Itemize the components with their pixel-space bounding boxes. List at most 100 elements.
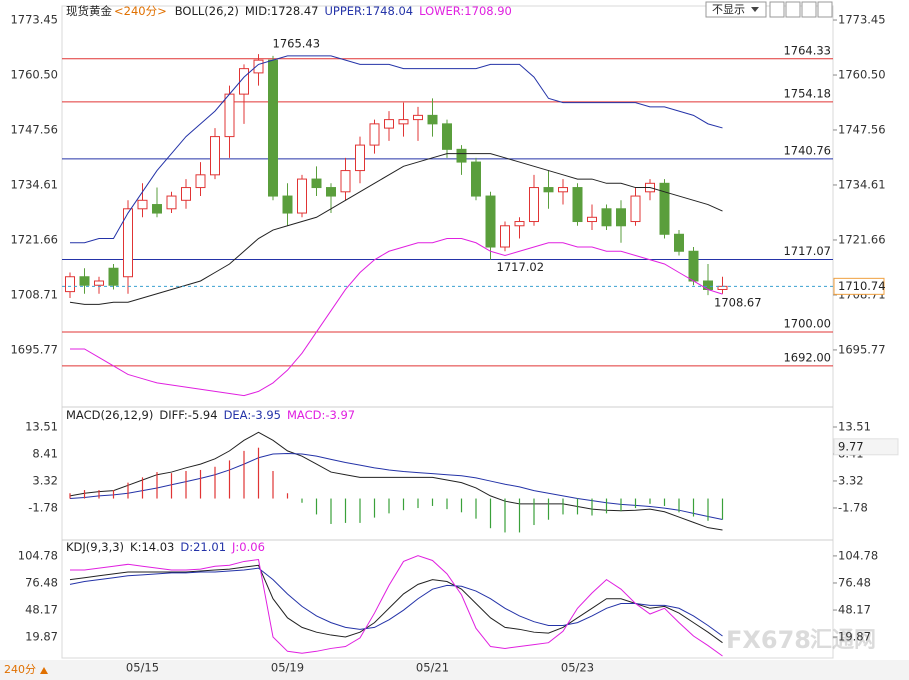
y-tick-label: -1.78 bbox=[28, 500, 58, 514]
value-marker-label: 9.77 bbox=[838, 439, 864, 453]
indicator-line bbox=[69, 153, 723, 305]
candle-body bbox=[543, 187, 554, 193]
hide-button[interactable] bbox=[705, 1, 767, 18]
candle-body bbox=[427, 114, 438, 125]
candle-body bbox=[210, 136, 220, 176]
indicator-header: MACD(26,12,9) DIFF:-5.94 DEA:-3.95 MACD:-3.… bbox=[66, 408, 355, 422]
candle-body bbox=[355, 144, 365, 172]
candle-body bbox=[123, 208, 133, 278]
y-tick-label: 104.78 bbox=[18, 548, 58, 562]
candle-body bbox=[326, 187, 336, 197]
y-tick-label: 1721.66 bbox=[838, 232, 886, 246]
legend-entry: J:0.06 bbox=[231, 540, 265, 554]
y-tick-label: 1760.50 bbox=[838, 68, 886, 82]
y-tick-label: 1760.50 bbox=[10, 68, 58, 82]
indicator-title: KDJ(9,3,3) bbox=[66, 540, 124, 554]
y-tick-label: 1721.66 bbox=[10, 232, 58, 246]
icon-button[interactable] bbox=[769, 1, 785, 18]
candle-body bbox=[688, 250, 699, 282]
indicator-line bbox=[70, 55, 723, 244]
y-tick-label: 19.87 bbox=[25, 630, 58, 644]
y-tick-label: 1695.77 bbox=[10, 342, 58, 356]
level-label: 1764.33 bbox=[783, 43, 831, 57]
legend-entry: D:21.01 bbox=[180, 540, 226, 554]
candle-body bbox=[181, 187, 191, 201]
dropdown-icon[interactable] bbox=[751, 7, 759, 12]
y-tick-label: 3.32 bbox=[32, 473, 58, 487]
indicator-line bbox=[69, 564, 723, 644]
level-label: 1692.00 bbox=[783, 350, 831, 364]
y-tick-label: 76.48 bbox=[838, 575, 871, 589]
candle-body bbox=[587, 216, 597, 223]
candle-body bbox=[195, 174, 206, 189]
candle-body bbox=[659, 182, 670, 235]
indicator-line bbox=[69, 431, 723, 531]
icon-button[interactable] bbox=[801, 1, 817, 18]
hide-label[interactable]: 不显示 bbox=[712, 3, 745, 16]
candle-body bbox=[674, 233, 684, 252]
y-tick-label: 1773.45 bbox=[10, 13, 58, 27]
candle-body bbox=[442, 123, 452, 150]
legend-entry: DIFF:-5.94 bbox=[159, 408, 217, 422]
level-label: 1740.76 bbox=[783, 143, 831, 157]
candle-body bbox=[65, 276, 75, 293]
candle-body bbox=[529, 187, 539, 223]
y-tick-label: 1734.61 bbox=[10, 177, 58, 191]
y-tick-label: 104.78 bbox=[838, 548, 878, 562]
y-tick-label: 1747.56 bbox=[838, 122, 886, 136]
annotation: 1717.02 bbox=[497, 260, 545, 274]
indicator-title: MACD(26,12,9) bbox=[66, 408, 153, 422]
legend-entry: DEA:-3.95 bbox=[224, 408, 281, 422]
candle-body bbox=[616, 208, 626, 227]
y-tick-label: 1695.77 bbox=[838, 342, 886, 356]
icon-button[interactable] bbox=[785, 1, 801, 18]
candle-body bbox=[369, 123, 380, 146]
legend-entry: K:14.03 bbox=[130, 540, 174, 554]
candle-body bbox=[485, 195, 496, 248]
annotation: 1708.67 bbox=[714, 296, 762, 310]
candle-body bbox=[152, 204, 162, 214]
candle-body bbox=[239, 68, 249, 95]
period-selector[interactable]: 240分 bbox=[4, 663, 36, 676]
indicator-header: 现货黄金 <240分> BOLL(26,2) MID:1728.47 UPPER:174… bbox=[66, 4, 512, 18]
candle-body bbox=[137, 199, 148, 210]
candle-body bbox=[253, 59, 264, 74]
y-tick-label: 13.51 bbox=[838, 419, 871, 433]
icon-button[interactable] bbox=[817, 1, 833, 18]
indicator-line bbox=[69, 567, 723, 637]
candle-body bbox=[456, 148, 467, 163]
y-tick-label: 13.51 bbox=[25, 419, 58, 433]
candle-body bbox=[108, 267, 119, 286]
candle-body bbox=[398, 119, 409, 125]
indicator-title: BOLL(26,2) bbox=[175, 4, 239, 18]
legend-entry: UPPER:1748.04 bbox=[324, 4, 413, 18]
period-icon[interactable] bbox=[40, 667, 48, 674]
last-price-label: 1710.74 bbox=[838, 279, 886, 293]
candle-body bbox=[224, 93, 235, 138]
candle-body bbox=[268, 59, 278, 197]
watermark: FX678 汇通网 bbox=[726, 626, 876, 654]
candle-body bbox=[630, 195, 641, 223]
candle-body bbox=[311, 178, 322, 189]
y-tick-label: 8.41 bbox=[32, 447, 58, 461]
candle-body bbox=[558, 187, 568, 193]
level-label: 1700.00 bbox=[783, 316, 831, 330]
y-tick-label: 76.48 bbox=[25, 575, 58, 589]
y-tick-label: 48.17 bbox=[838, 603, 871, 617]
candle-body bbox=[297, 178, 307, 214]
candle-body bbox=[79, 276, 90, 286]
candle-body bbox=[514, 221, 525, 227]
x-tick-label: 05/19 bbox=[271, 661, 304, 675]
candle-body bbox=[601, 208, 612, 227]
candle-body bbox=[282, 195, 293, 214]
bottom-bar bbox=[0, 660, 909, 680]
legend-entry: MACD:-3.97 bbox=[287, 408, 355, 422]
y-tick-label: 1747.56 bbox=[10, 122, 58, 136]
annotation: 1765.43 bbox=[273, 37, 321, 51]
symbol: 现货黄金 bbox=[66, 4, 112, 18]
legend-entry: LOWER:1708.90 bbox=[419, 4, 512, 18]
legend-entry: MID:1728.47 bbox=[245, 4, 319, 18]
value-marker-box bbox=[833, 438, 899, 456]
